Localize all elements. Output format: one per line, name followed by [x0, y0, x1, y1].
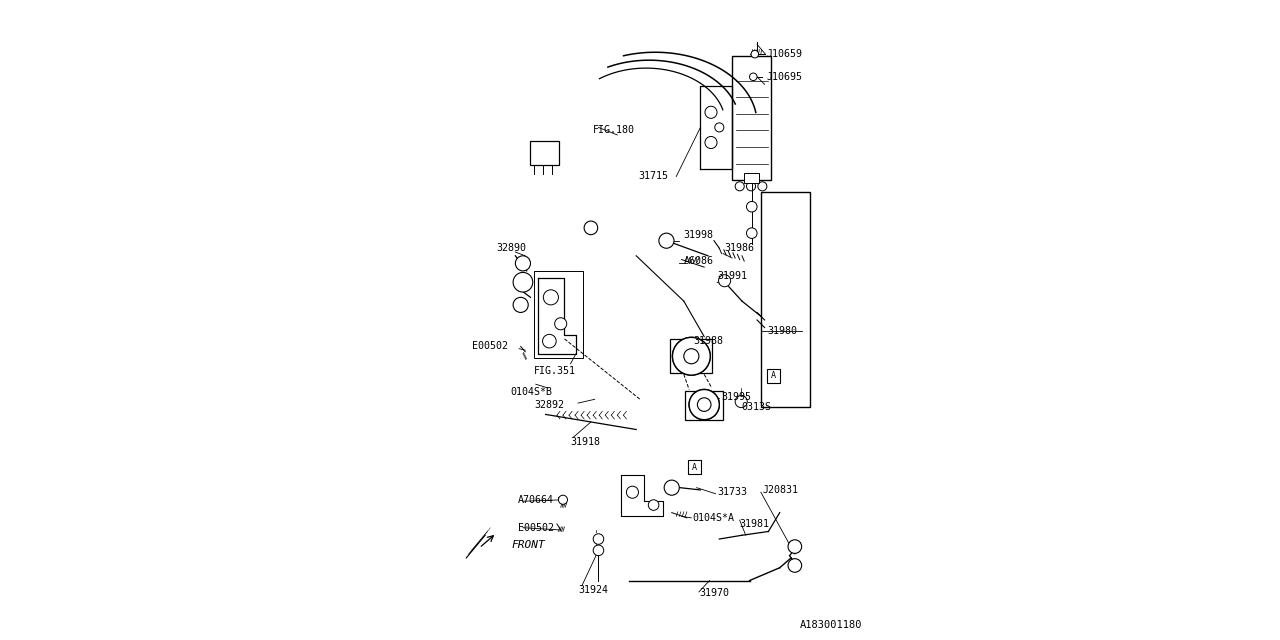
Circle shape	[750, 73, 756, 81]
Text: FIG.180: FIG.180	[593, 125, 635, 134]
Circle shape	[593, 534, 604, 545]
Circle shape	[659, 233, 675, 248]
Circle shape	[558, 495, 567, 504]
Text: 31918: 31918	[571, 437, 600, 447]
Bar	[530, 141, 559, 165]
Text: A183001180: A183001180	[800, 620, 863, 630]
Text: J10659: J10659	[767, 49, 803, 59]
Circle shape	[714, 123, 723, 132]
Text: A: A	[771, 371, 776, 380]
Circle shape	[554, 317, 567, 330]
Text: 31995: 31995	[722, 392, 751, 402]
Circle shape	[672, 337, 710, 375]
Circle shape	[684, 349, 699, 364]
Text: 31970: 31970	[699, 588, 728, 598]
Text: 32892: 32892	[534, 399, 564, 410]
Circle shape	[705, 136, 717, 148]
Circle shape	[758, 182, 767, 191]
Bar	[687, 461, 701, 474]
Circle shape	[543, 290, 558, 305]
Circle shape	[746, 202, 756, 212]
Circle shape	[746, 182, 755, 191]
Text: 31988: 31988	[692, 336, 723, 346]
Bar	[685, 391, 723, 420]
Circle shape	[696, 397, 712, 412]
Text: A: A	[692, 463, 696, 472]
Text: 31924: 31924	[579, 586, 608, 595]
Circle shape	[751, 51, 759, 58]
Bar	[767, 369, 781, 383]
Text: 31986: 31986	[724, 243, 755, 253]
Circle shape	[788, 559, 801, 572]
Circle shape	[689, 390, 719, 420]
Circle shape	[664, 480, 680, 495]
Text: 32890: 32890	[497, 243, 526, 253]
Text: 31733: 31733	[717, 487, 748, 497]
Circle shape	[672, 337, 710, 375]
Circle shape	[705, 106, 717, 118]
Text: 31981: 31981	[740, 519, 769, 529]
Circle shape	[682, 347, 700, 365]
Circle shape	[746, 228, 756, 239]
Text: 31998: 31998	[684, 230, 714, 241]
Text: J10695: J10695	[767, 72, 803, 82]
Bar	[732, 56, 772, 180]
Circle shape	[593, 545, 604, 556]
Text: 0104S*A: 0104S*A	[692, 513, 735, 523]
Text: E00502: E00502	[517, 523, 554, 532]
Text: 0313S: 0313S	[741, 402, 772, 412]
Circle shape	[698, 398, 710, 412]
Circle shape	[626, 486, 639, 499]
Text: 0104S*B: 0104S*B	[511, 387, 552, 397]
Text: FIG.351: FIG.351	[534, 366, 576, 376]
Circle shape	[788, 540, 801, 554]
Bar	[744, 173, 759, 182]
Text: 31715: 31715	[639, 172, 668, 182]
Circle shape	[513, 298, 529, 312]
Circle shape	[689, 390, 719, 420]
Text: 31991: 31991	[717, 271, 748, 281]
Circle shape	[648, 500, 659, 510]
Text: A6086: A6086	[684, 256, 714, 266]
Text: J20831: J20831	[763, 485, 799, 495]
Bar	[534, 271, 584, 358]
Circle shape	[735, 182, 744, 191]
Bar	[760, 191, 810, 407]
Circle shape	[735, 396, 748, 408]
Text: E00502: E00502	[472, 341, 508, 351]
Circle shape	[584, 221, 598, 235]
Circle shape	[718, 275, 731, 287]
Text: 31980: 31980	[767, 326, 797, 337]
Bar	[671, 339, 712, 373]
Circle shape	[543, 334, 557, 348]
Text: A70664: A70664	[517, 495, 554, 505]
Circle shape	[516, 256, 530, 271]
Text: FRONT: FRONT	[512, 540, 545, 550]
Circle shape	[513, 273, 532, 292]
